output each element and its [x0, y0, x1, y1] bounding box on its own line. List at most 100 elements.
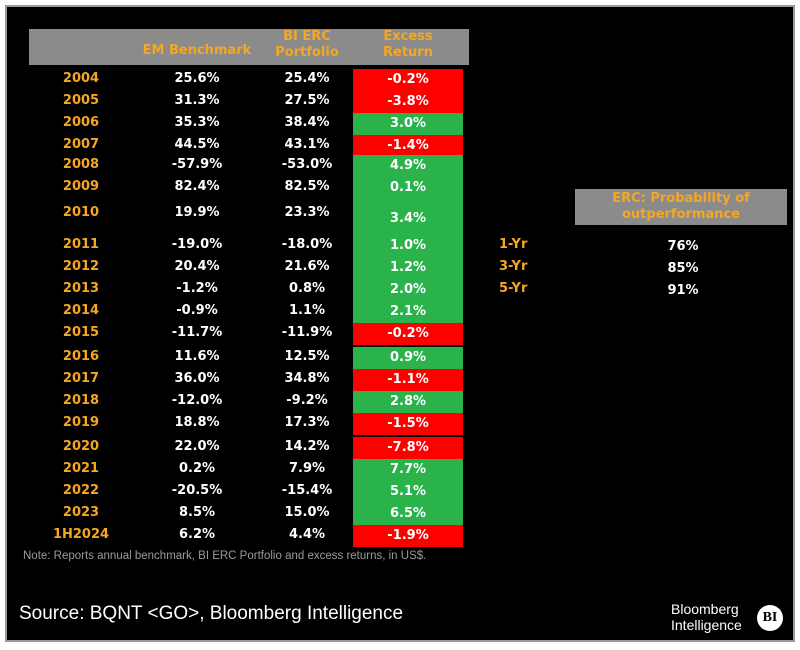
year-label: 2021: [62, 461, 100, 476]
erc-portfolio-value: -18.0%: [281, 237, 333, 252]
em-benchmark-value: -19.0%: [171, 237, 223, 252]
erc-portfolio-value: -11.9%: [281, 325, 333, 340]
chart-frame: EM Benchmark BI ERC Portfolio Excess Ret…: [5, 5, 795, 642]
year-label: 2012: [62, 259, 100, 274]
header-erc-line1: BI ERC: [283, 29, 331, 44]
excess-return-cell: 0.1%: [353, 177, 463, 199]
bi-logo-icon: BI: [757, 605, 783, 631]
erc-portfolio-value: 17.3%: [284, 415, 330, 430]
excess-return-cell: 3.4%: [353, 199, 463, 235]
year-label: 2008: [62, 157, 100, 172]
year-label: 2018: [62, 393, 100, 408]
erc-portfolio-value: 0.8%: [288, 281, 326, 296]
erc-portfolio-value: 21.6%: [284, 259, 330, 274]
year-label: 2013: [62, 281, 100, 296]
probability-title-line2: outperformance: [621, 207, 741, 222]
year-label: 2009: [62, 179, 100, 194]
erc-portfolio-value: 15.0%: [284, 505, 330, 520]
em-benchmark-value: -11.7%: [171, 325, 223, 340]
year-label: 2020: [62, 439, 100, 454]
em-benchmark-value: 0.2%: [178, 461, 216, 476]
erc-portfolio-value: 1.1%: [288, 303, 326, 318]
header-excess-return: Excess Return: [353, 29, 463, 61]
em-benchmark-value: 25.6%: [174, 71, 220, 86]
excess-return-cell: -0.2%: [353, 323, 463, 345]
header-erc-portfolio: BI ERC Portfolio: [257, 29, 357, 61]
erc-portfolio-value: -15.4%: [281, 483, 333, 498]
horizon-label: 5-Yr: [499, 281, 528, 296]
excess-return-cell: 2.8%: [353, 391, 463, 413]
em-benchmark-value: 6.2%: [178, 527, 216, 542]
header-excess-line2: Return: [383, 45, 433, 60]
em-benchmark-value: -12.0%: [171, 393, 223, 408]
table-header-bar: [29, 29, 469, 65]
excess-return-cell: 2.0%: [353, 279, 463, 301]
excess-return-cell: 2.1%: [353, 301, 463, 323]
excess-return-cell: -1.5%: [353, 413, 463, 435]
header-erc-line2: Portfolio: [275, 45, 339, 60]
footnote: Note: Reports annual benchmark, BI ERC P…: [23, 550, 427, 562]
probability-value: 85%: [667, 261, 699, 276]
probability-title-line1: ERC: Probability of: [612, 191, 750, 206]
year-label: 2011: [62, 237, 100, 252]
erc-portfolio-value: 25.4%: [284, 71, 330, 86]
year-label: 1H2024: [52, 527, 110, 542]
year-label: 2014: [62, 303, 100, 318]
em-benchmark-value: -57.9%: [171, 157, 223, 172]
excess-return-cell: 5.1%: [353, 481, 463, 503]
em-benchmark-value: 35.3%: [174, 115, 220, 130]
year-label: 2023: [62, 505, 100, 520]
excess-return-cell: 4.9%: [353, 155, 463, 177]
em-benchmark-value: 82.4%: [174, 179, 220, 194]
source-line: Source: BQNT <GO>, Bloomberg Intelligenc…: [19, 603, 404, 624]
em-benchmark-value: 11.6%: [174, 349, 220, 364]
erc-portfolio-value: 38.4%: [284, 115, 330, 130]
erc-portfolio-value: 27.5%: [284, 93, 330, 108]
probability-value: 91%: [667, 283, 699, 298]
erc-portfolio-value: 23.3%: [284, 205, 330, 220]
erc-portfolio-value: -9.2%: [286, 393, 328, 408]
excess-return-cell: 0.9%: [353, 347, 463, 369]
year-label: 2005: [62, 93, 100, 108]
erc-portfolio-value: 4.4%: [288, 527, 326, 542]
excess-return-cell: 7.7%: [353, 459, 463, 481]
em-benchmark-value: 31.3%: [174, 93, 220, 108]
probability-header: ERC: Probability of outperformance: [575, 189, 787, 225]
brand-wordmark: Bloomberg Intelligence: [671, 601, 742, 633]
header-em-benchmark: EM Benchmark: [142, 43, 252, 58]
em-benchmark-value: 22.0%: [174, 439, 220, 454]
em-benchmark-value: 20.4%: [174, 259, 220, 274]
erc-portfolio-value: 12.5%: [284, 349, 330, 364]
excess-return-cell: -7.8%: [353, 437, 463, 459]
year-label: 2004: [62, 71, 100, 86]
erc-portfolio-value: -53.0%: [281, 157, 333, 172]
excess-return-cell: -1.9%: [353, 525, 463, 547]
excess-return-cell: -1.1%: [353, 369, 463, 391]
brand-line1: Bloomberg: [671, 601, 739, 617]
excess-return-cell: 3.0%: [353, 113, 463, 135]
year-label: 2016: [62, 349, 100, 364]
em-benchmark-value: -0.9%: [176, 303, 218, 318]
excess-return-cell: 1.2%: [353, 257, 463, 279]
erc-portfolio-value: 82.5%: [284, 179, 330, 194]
year-label: 2015: [62, 325, 100, 340]
year-label: 2006: [62, 115, 100, 130]
horizon-label: 1-Yr: [499, 237, 528, 252]
header-excess-line1: Excess: [383, 29, 433, 44]
year-label: 2017: [62, 371, 100, 386]
em-benchmark-value: 8.5%: [178, 505, 216, 520]
excess-return-cell: 1.0%: [353, 235, 463, 257]
em-benchmark-value: 18.8%: [174, 415, 220, 430]
erc-portfolio-value: 14.2%: [284, 439, 330, 454]
erc-portfolio-value: 7.9%: [288, 461, 326, 476]
erc-portfolio-value: 43.1%: [284, 137, 330, 152]
excess-return-cell: -0.2%: [353, 69, 463, 91]
em-benchmark-value: 19.9%: [174, 205, 220, 220]
em-benchmark-value: -20.5%: [171, 483, 223, 498]
probability-value: 76%: [667, 239, 699, 254]
excess-return-cell: -3.8%: [353, 91, 463, 113]
erc-portfolio-value: 34.8%: [284, 371, 330, 386]
excess-return-cell: -1.4%: [353, 135, 463, 157]
excess-return-cell: 6.5%: [353, 503, 463, 525]
brand-line2: Intelligence: [671, 617, 742, 633]
